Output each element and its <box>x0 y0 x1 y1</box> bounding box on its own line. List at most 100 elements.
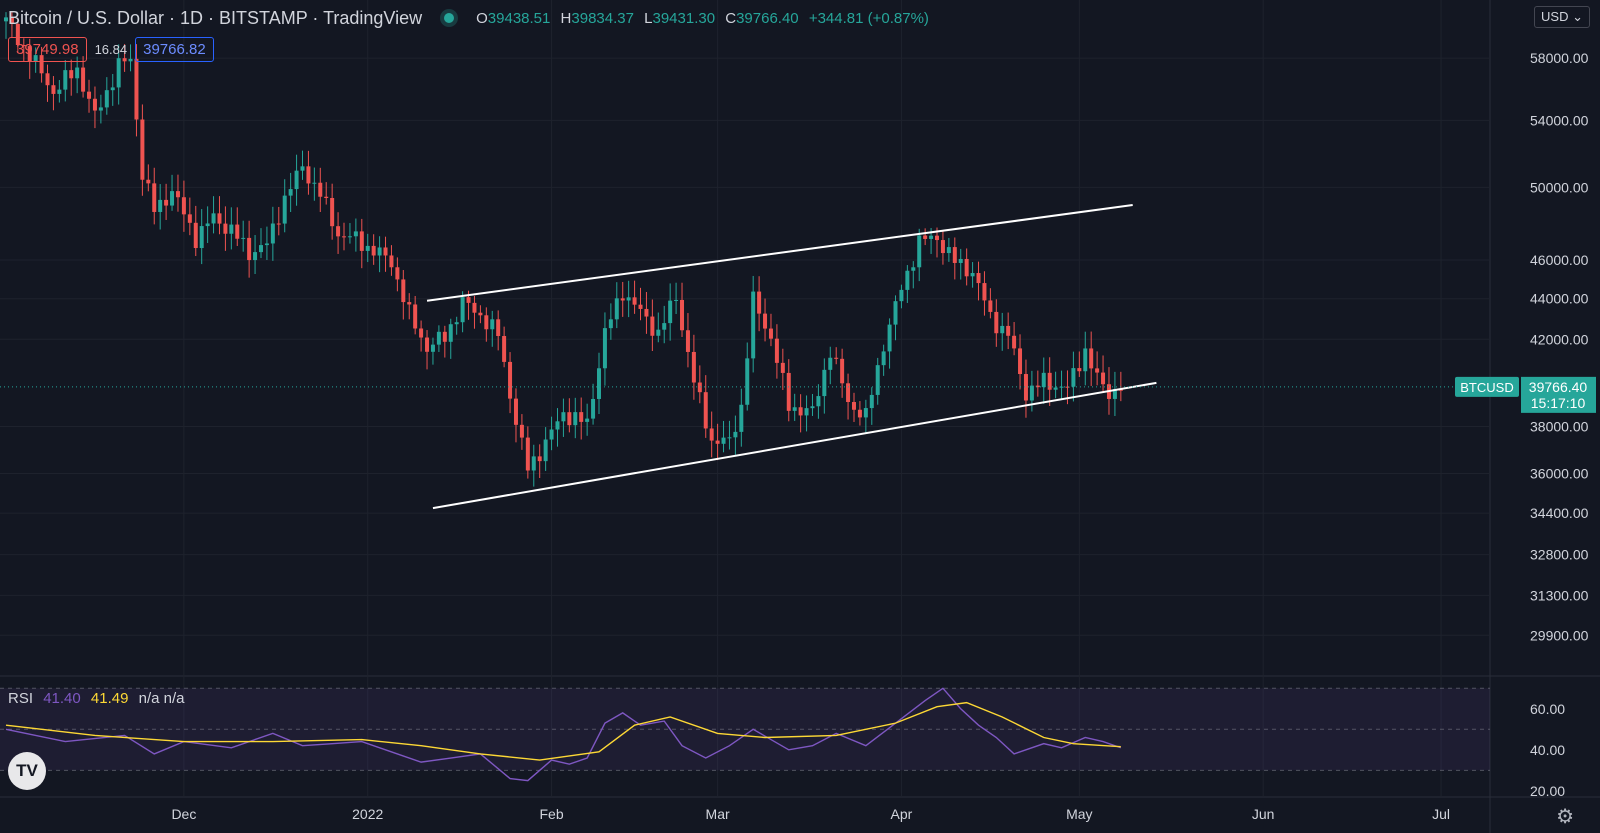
ohlc-low-key: L <box>644 9 653 27</box>
symbol-badge-label: BTCUSD <box>1460 380 1513 395</box>
candle-body <box>104 90 109 108</box>
candle-body <box>442 331 447 342</box>
candle-body <box>371 245 376 256</box>
candle-body <box>330 197 335 227</box>
candle-body <box>383 247 388 256</box>
candle-body <box>389 255 394 268</box>
candle-body <box>614 298 619 320</box>
candle-body <box>395 267 400 280</box>
candle-body <box>211 213 216 224</box>
candle-body <box>905 270 910 290</box>
rsi-ma-value: 41.49 <box>90 690 129 707</box>
ohlc-change: +344.81 (+0.87%) <box>808 9 929 27</box>
candle-body <box>164 199 169 206</box>
ohlc-close: 39766.40 <box>736 9 799 27</box>
candle-body <box>745 358 750 405</box>
candle-body <box>531 456 536 471</box>
candle-body <box>1112 389 1117 399</box>
candle-body <box>709 428 714 441</box>
lower-channel-line <box>432 381 1157 510</box>
gear-icon[interactable]: ⚙ <box>1556 806 1574 828</box>
candle-body <box>300 166 305 171</box>
rsi-pane <box>0 678 1490 797</box>
candle-body <box>502 336 507 362</box>
candle-body <box>893 301 898 325</box>
candle-body <box>1089 348 1094 369</box>
sell-price-button[interactable]: 39749.98 <box>8 37 87 62</box>
candle-body <box>739 404 744 432</box>
candle-body <box>33 55 38 62</box>
ohlc-open: 39438.51 <box>487 9 551 27</box>
candle-body <box>175 191 180 198</box>
candle-body <box>478 312 483 316</box>
currency-select[interactable]: USD ⌄ <box>1534 6 1590 28</box>
candle-body <box>276 223 281 225</box>
candle-body <box>597 368 601 399</box>
price-tick-label: 38000.00 <box>1530 418 1589 434</box>
candle-body <box>342 236 347 238</box>
order-prices: 39749.98 16.84 39766.82 <box>8 37 214 62</box>
market-status-icon <box>444 13 455 23</box>
rsi-legend[interactable]: RSI 41.40 41.49 n/a n/a <box>8 690 191 707</box>
symbol-title[interactable]: Bitcoin / U.S. Dollar · 1D · BITSTAMP · … <box>8 7 423 28</box>
candle-body <box>187 214 192 223</box>
candle-body <box>929 235 934 239</box>
candle-body <box>573 412 578 426</box>
price-tick-label: 44000.00 <box>1530 291 1589 307</box>
price-tick-label: 29900.00 <box>1530 627 1589 643</box>
candle-body <box>199 226 204 249</box>
candle-body <box>828 357 833 370</box>
candle-body <box>810 406 815 409</box>
candle-body <box>1101 372 1106 385</box>
candle-body <box>946 247 951 254</box>
candle-body <box>413 304 418 329</box>
candle-body <box>715 440 720 444</box>
candle-body <box>110 87 115 91</box>
candle-body <box>608 319 613 329</box>
rsi-value: 41.40 <box>43 690 81 707</box>
candle-body <box>816 396 821 407</box>
last-price-badge <box>1521 376 1596 413</box>
price-tick-label: 32800.00 <box>1530 547 1589 563</box>
candle-body <box>247 237 252 261</box>
candle-body <box>644 308 649 317</box>
chart-header: Bitcoin / U.S. Dollar · 1D · BITSTAMP · … <box>8 4 935 32</box>
buy-price-button[interactable]: 39766.82 <box>135 37 214 62</box>
price-tick-label: 46000.00 <box>1530 252 1589 268</box>
candle-body <box>840 358 845 384</box>
candle-body <box>347 236 352 238</box>
candle-body <box>763 313 768 329</box>
candle-body <box>668 300 673 324</box>
symbol-badge <box>1455 376 1519 397</box>
candle-body <box>466 297 471 303</box>
candle-body <box>733 431 738 438</box>
candle-body <box>51 85 56 94</box>
candle-body <box>899 289 904 302</box>
candle-body <box>768 328 773 339</box>
candle-body <box>270 223 275 244</box>
candle-body <box>513 398 518 425</box>
candle-body <box>324 196 329 198</box>
candle-body <box>419 328 424 338</box>
candle-body <box>15 23 20 45</box>
upper-channel-line <box>426 203 1133 302</box>
candle-body <box>223 223 228 234</box>
time-tick-label: Dec <box>171 806 196 822</box>
candle-body <box>27 46 32 62</box>
candle-body <box>674 299 679 301</box>
tradingview-logo[interactable]: TV <box>8 752 46 790</box>
candle-body <box>685 330 690 352</box>
candle-body <box>757 291 762 314</box>
candle-body <box>1006 325 1011 336</box>
rsi-tick-label: 40.00 <box>1530 742 1565 758</box>
candle-body <box>122 58 127 62</box>
candle-body <box>193 222 198 249</box>
candle-body <box>1053 387 1058 390</box>
ohlc-high-key: H <box>560 9 572 27</box>
candle-body <box>626 297 631 301</box>
candle-body <box>253 252 258 261</box>
candle-body <box>472 302 477 313</box>
candle-body <box>45 73 50 86</box>
candle-body <box>294 170 299 190</box>
